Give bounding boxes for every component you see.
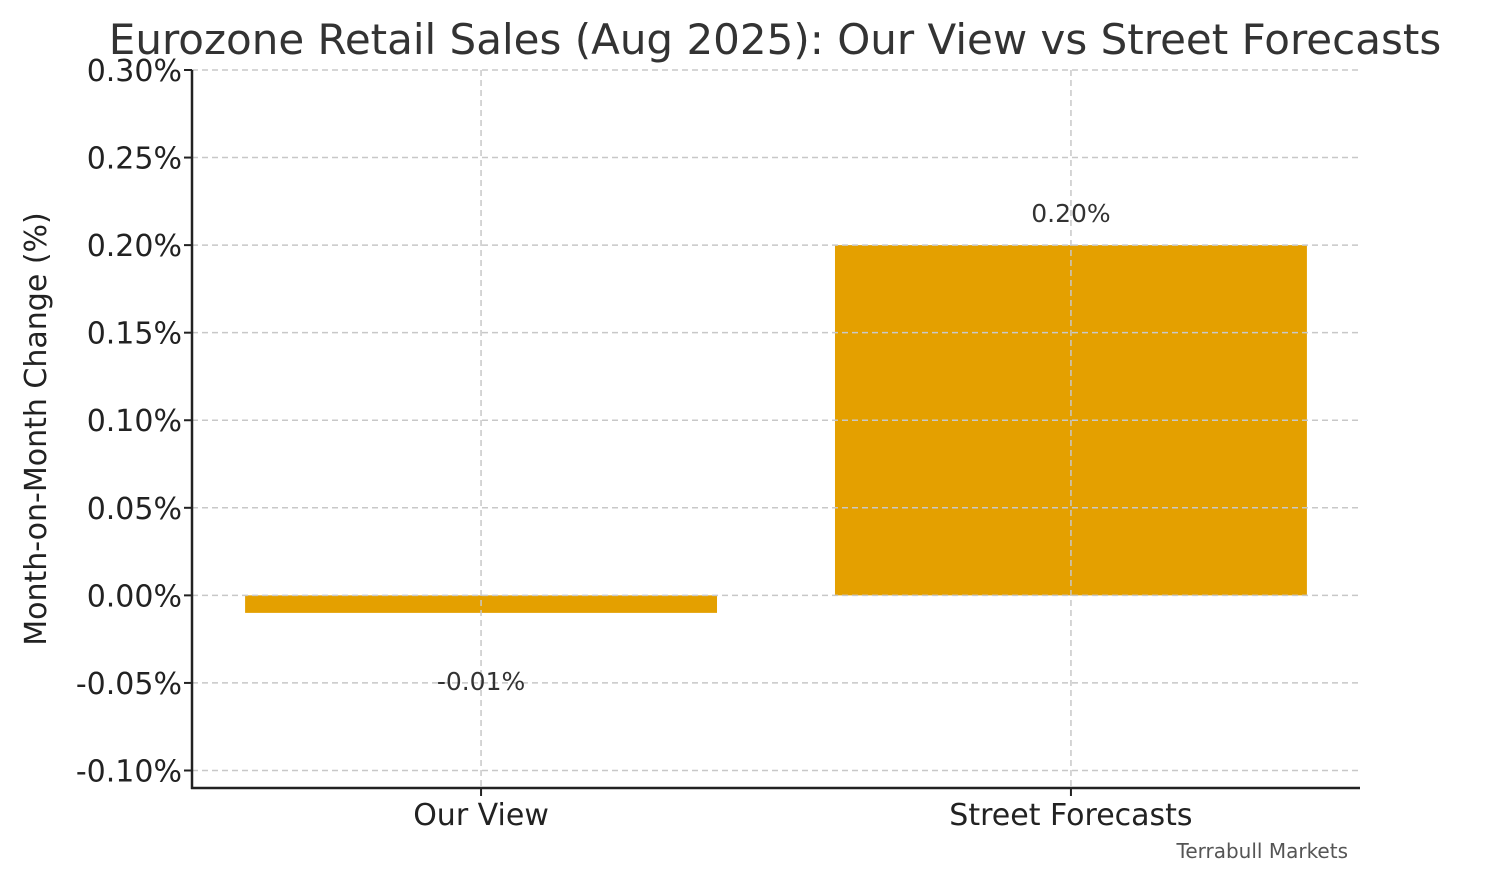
y-tick-label: -0.10% [76, 754, 182, 789]
y-tick-label: 0.15% [87, 317, 182, 352]
chart-title: Eurozone Retail Sales (Aug 2025): Our Vi… [109, 15, 1441, 64]
y-tick-label: 0.30% [87, 54, 182, 89]
data-label: 0.20% [1031, 199, 1110, 228]
x-tick-label: Street Forecasts [949, 798, 1192, 833]
y-tick-label: 0.00% [87, 579, 182, 614]
y-tick-label: 0.05% [87, 492, 182, 527]
source-credit: Terrabull Markets [1176, 839, 1348, 863]
y-tick-label: -0.05% [76, 667, 182, 702]
y-tick-label: 0.25% [87, 142, 182, 177]
data-label: -0.01% [437, 667, 525, 696]
y-tick-label: 0.20% [87, 229, 182, 264]
y-axis-label: Month-on-Month Change (%) [19, 212, 54, 645]
y-tick-label: 0.10% [87, 404, 182, 439]
x-tick-label: Our View [413, 798, 549, 833]
